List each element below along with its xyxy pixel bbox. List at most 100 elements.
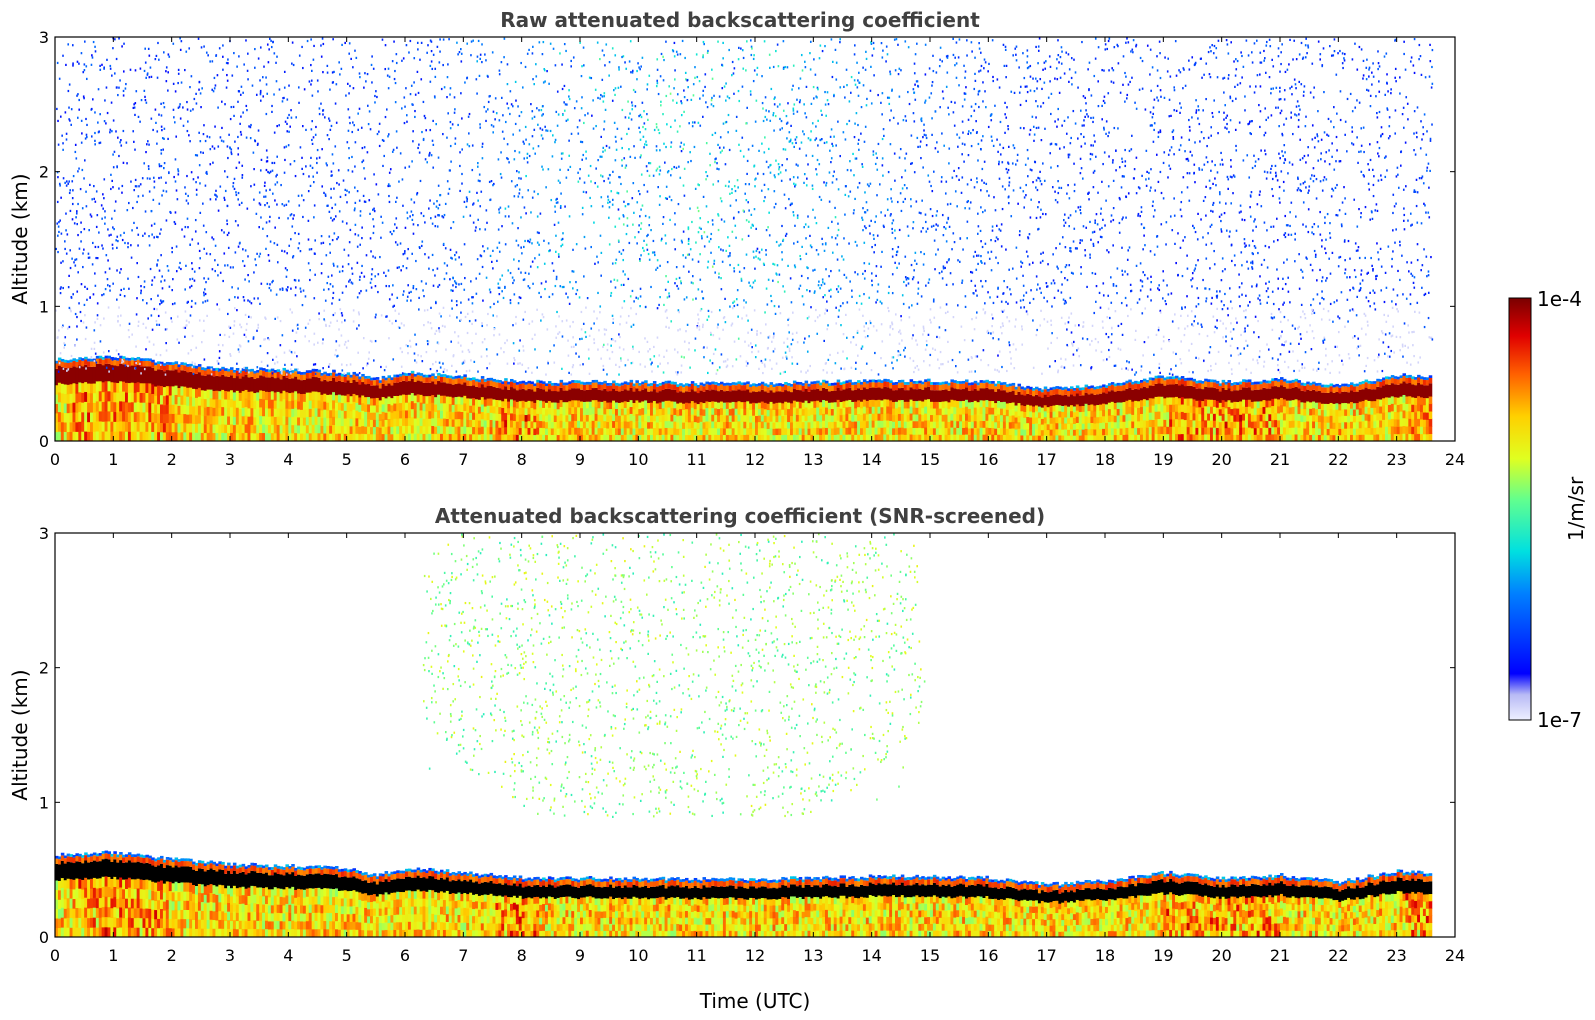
transition-cell — [367, 375, 371, 379]
transition-cell — [787, 383, 791, 386]
mixed-layer-cell — [358, 404, 362, 413]
mixed-layer-cell — [1221, 399, 1226, 408]
transition-cell — [355, 376, 359, 382]
mixed-layer-cell — [378, 434, 383, 442]
mixed-layer-cell — [600, 407, 604, 416]
noise-speck — [1179, 102, 1181, 105]
noise-speck — [964, 76, 966, 79]
mixed-layer-cell — [1186, 433, 1191, 442]
boundary-layer-core — [1218, 391, 1223, 403]
mixed-layer-cell — [629, 413, 634, 421]
mixed-layer-cell — [1428, 411, 1433, 420]
noise-speck — [1251, 266, 1253, 269]
mixed-layer-cell — [1247, 413, 1252, 421]
mixed-layer-cell — [655, 428, 660, 436]
mixed-layer-cell — [139, 392, 144, 403]
boundary-layer-core — [775, 391, 779, 403]
transition-cell — [180, 362, 184, 365]
mixed-layer-cell — [836, 406, 841, 414]
mixed-layer-cell — [300, 425, 304, 434]
mixed-layer-cell — [1361, 407, 1366, 415]
mixed-layer-cell — [988, 400, 992, 408]
mixed-layer-cell — [679, 421, 683, 429]
mixed-layer-cell — [1399, 433, 1404, 442]
mixed-layer-cell — [632, 415, 637, 423]
mixed-layer-cell — [655, 409, 660, 417]
noise-speck — [1063, 119, 1066, 122]
mixed-layer-cell — [696, 416, 701, 423]
mixed-layer-cell — [982, 413, 987, 422]
transition-cell — [302, 374, 307, 380]
mixed-layer-cell — [574, 399, 578, 408]
mixed-layer-cell — [1175, 426, 1179, 435]
mixed-layer-cell — [127, 421, 132, 432]
boundary-layer-core — [1183, 386, 1188, 399]
mixed-layer-cell — [127, 392, 132, 403]
transition-cell — [195, 368, 199, 374]
mixed-layer-cell — [148, 411, 152, 423]
mixed-layer-cell — [1405, 418, 1409, 427]
mixed-layer-cell — [1096, 434, 1100, 442]
noise-speck — [1006, 369, 1008, 373]
mixed-layer-cell — [425, 433, 429, 442]
transition-cell — [130, 360, 135, 366]
noise-speck — [218, 356, 221, 360]
mixed-layer-cell — [635, 406, 639, 415]
noise-speck — [316, 148, 319, 152]
mixed-layer-cell — [731, 401, 736, 409]
transition-cell — [1122, 382, 1127, 386]
noise-speck — [998, 163, 1000, 166]
noise-speck — [593, 310, 595, 313]
noise-speck — [1377, 67, 1379, 71]
boundary-layer-core — [1020, 394, 1024, 406]
transition-cell — [542, 381, 546, 385]
mixed-layer-cell — [332, 408, 336, 417]
mixed-layer-cell — [448, 433, 453, 442]
mixed-layer-cell — [361, 402, 365, 411]
transition-cell — [795, 381, 800, 385]
noise-speck — [961, 176, 964, 179]
mixed-layer-cell — [650, 421, 654, 429]
mixed-layer-cell — [600, 414, 604, 422]
noise-speck — [990, 250, 993, 253]
transition-cell — [615, 382, 619, 386]
mixed-layer-cell — [1177, 412, 1182, 420]
transition-cell — [664, 383, 669, 389]
mixed-layer-cell — [1186, 412, 1191, 420]
mixed-layer-cell — [892, 434, 896, 442]
mixed-layer-cell — [142, 402, 147, 413]
boundary-layer-core — [81, 366, 85, 384]
mixed-layer-cell — [1026, 404, 1030, 411]
noise-speck — [820, 198, 823, 201]
transition-cell — [1358, 381, 1363, 385]
noise-speck — [207, 54, 209, 57]
noise-speck — [1179, 208, 1182, 211]
mixed-layer-cell — [973, 427, 978, 435]
mixed-layer-cell — [1122, 434, 1127, 442]
noise-speck — [498, 286, 501, 289]
noise-speck — [1104, 48, 1107, 51]
mixed-layer-cell — [1335, 415, 1339, 423]
boundary-layer-core — [95, 363, 100, 382]
mixed-layer-cell — [1309, 401, 1313, 409]
mixed-layer-cell — [822, 399, 826, 407]
boundary-layer-core — [221, 374, 225, 390]
mixed-layer-cell — [1344, 428, 1348, 436]
noise-speck — [937, 224, 939, 227]
mixed-layer-cell — [136, 381, 141, 393]
transition-cell — [895, 381, 899, 385]
mixed-layer-cell — [994, 415, 998, 423]
mixed-layer-cell — [652, 420, 657, 429]
noise-speck — [792, 311, 794, 314]
mixed-layer-cell — [938, 421, 943, 429]
mixed-layer-cell — [1020, 404, 1024, 412]
mixed-layer-cell — [498, 413, 502, 421]
mixed-layer-cell — [667, 427, 672, 435]
mixed-layer-cell — [781, 428, 785, 436]
mixed-layer-cell — [638, 402, 642, 410]
mixed-layer-cell — [897, 427, 902, 435]
noise-speck — [853, 174, 855, 177]
boundary-layer-core — [1087, 394, 1092, 406]
mixed-layer-cell — [1000, 401, 1004, 409]
noise-speck — [341, 43, 343, 47]
